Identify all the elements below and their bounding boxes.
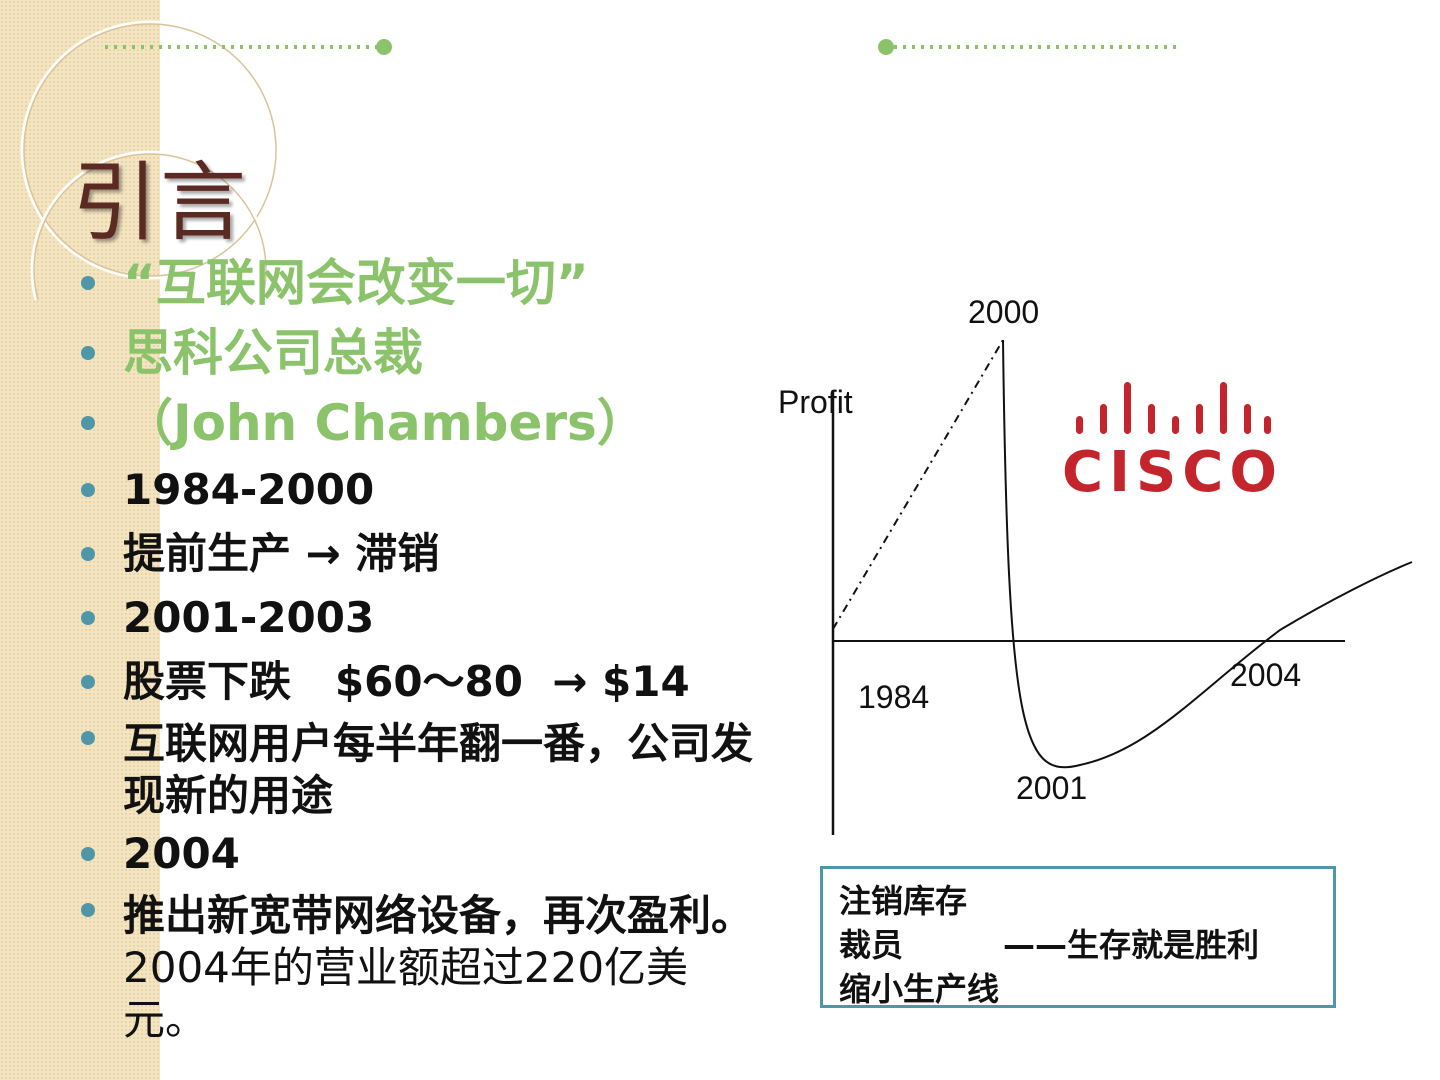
bullet-text: （John Chambers） bbox=[123, 394, 647, 452]
bullet-internet-users: 互联网用户每半年翻一番，公司发现新的用途 bbox=[75, 714, 765, 822]
cisco-logo: CISCO bbox=[1060, 378, 1285, 508]
dotted-line-right-dot bbox=[878, 39, 894, 55]
bullet-dot-icon bbox=[81, 847, 95, 861]
bullet-dot-icon bbox=[81, 731, 95, 745]
profit-curve-line bbox=[1002, 339, 1413, 769]
bullet-text: “互联网会改变一切” bbox=[123, 254, 589, 312]
label-1984: 1984 bbox=[858, 679, 929, 715]
bullet-dot-icon bbox=[81, 675, 95, 689]
label-2000: 2000 bbox=[968, 294, 1039, 330]
note-tagline: ——生存就是胜利 bbox=[1003, 926, 1260, 964]
bullet-2004: 2004 bbox=[75, 822, 765, 886]
label-2004: 2004 bbox=[1230, 657, 1301, 693]
cisco-wordmark: CISCO bbox=[1062, 440, 1283, 505]
bullet-2001-2003: 2001-2003 bbox=[75, 586, 765, 650]
bullet-text: 思科公司总裁 bbox=[123, 324, 423, 382]
bullet-dot-icon bbox=[81, 483, 95, 497]
bullet-text-revenue: 2004年的营业额超过220亿美元。 bbox=[123, 943, 689, 1044]
bullet-stock-drop: 股票下跌 $60～80 → $14 bbox=[75, 650, 765, 714]
bullet-overproduction: 提前生产 → 滞销 bbox=[75, 522, 765, 586]
decorative-rings-and-dotted-lines bbox=[20, 20, 1180, 300]
rise-dashed-line bbox=[832, 339, 1004, 630]
note-line-inventory: 注销库存 bbox=[839, 882, 968, 920]
bullet-dot-icon bbox=[81, 346, 95, 360]
cisco-bars-icon bbox=[1076, 382, 1271, 434]
note-line-layoffs: 裁员 ——生存就是胜利 bbox=[839, 923, 1317, 967]
slide-title: 引言 bbox=[72, 153, 248, 253]
bullet-dot-icon bbox=[81, 276, 95, 290]
bullet-text: 1984-2000 bbox=[123, 465, 375, 514]
survival-note-box: 注销库存 裁员 ——生存就是胜利 缩小生产线 bbox=[820, 866, 1336, 1008]
bullet-text: 互联网用户每半年翻一番，公司发现新的用途 bbox=[123, 719, 754, 820]
bullet-text: 股票下跌 $60～80 → $14 bbox=[123, 657, 690, 706]
note-line-production: 缩小生产线 bbox=[839, 970, 1000, 1008]
bullet-profit-again: 推出新宽带网络设备，再次盈利。2004年的营业额超过220亿美元。 bbox=[75, 886, 765, 1046]
bullet-text: 提前生产 → 滞销 bbox=[123, 529, 440, 578]
bullet-1984-2000: 1984-2000 bbox=[75, 458, 765, 522]
bullet-dot-icon bbox=[81, 416, 95, 430]
y-axis-label: Profit bbox=[778, 384, 853, 420]
bullet-text: 2001-2003 bbox=[123, 593, 375, 642]
note-layoffs-text: 裁员 bbox=[839, 926, 904, 964]
bullet-list: “互联网会改变一切” 思科公司总裁 （John Chambers） 1984-2… bbox=[75, 248, 765, 1046]
profit-curve-chart: Profit 2000 1984 2001 2004 bbox=[778, 294, 1413, 835]
dotted-line-left-dot bbox=[376, 39, 392, 55]
bullet-cisco-president: 思科公司总裁 bbox=[75, 318, 765, 388]
bullet-dot-icon bbox=[81, 611, 95, 625]
bullet-text: 2004 bbox=[123, 829, 240, 878]
bullet-dot-icon bbox=[81, 547, 95, 561]
label-2001: 2001 bbox=[1016, 770, 1087, 806]
bullet-dot-icon bbox=[81, 903, 95, 917]
bullet-john-chambers: （John Chambers） bbox=[75, 388, 765, 458]
bullet-text: 推出新宽带网络设备，再次盈利。 bbox=[123, 891, 754, 940]
bullet-quote: “互联网会改变一切” bbox=[75, 248, 765, 318]
